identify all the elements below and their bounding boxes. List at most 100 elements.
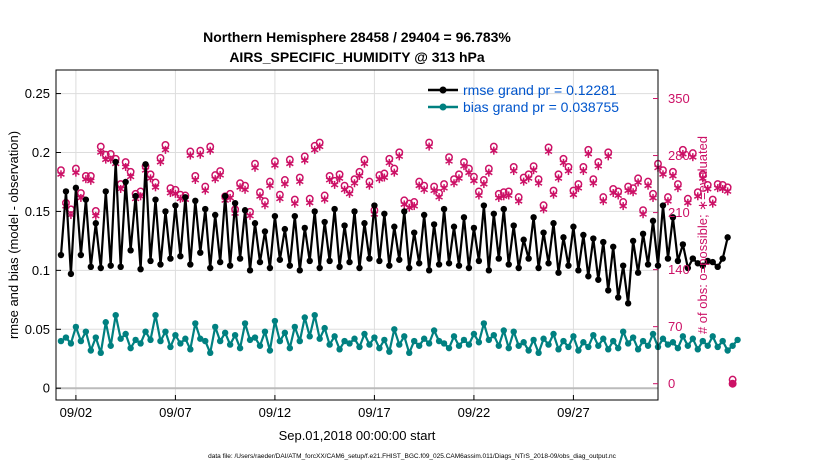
evaluated-obs-marker — [57, 170, 65, 179]
evaluated-obs-marker — [271, 161, 279, 170]
legend: rmse grand pr = 0.12281 bias grand pr = … — [428, 82, 619, 115]
evaluated-obs-marker — [385, 158, 394, 167]
evaluated-obs-marker — [574, 184, 583, 193]
rmse-point — [391, 223, 398, 230]
rmse-point — [187, 261, 194, 268]
rmse-point — [495, 255, 502, 262]
bias-point — [361, 330, 368, 338]
rmse-point — [236, 255, 244, 262]
bias-point — [550, 330, 557, 338]
rmse-point — [92, 220, 100, 227]
rmse-point — [605, 287, 612, 294]
x-tick-label: 09/22 — [458, 405, 491, 420]
bias-point — [475, 339, 483, 346]
evaluated-obs-marker — [276, 194, 284, 203]
rmse-point — [460, 214, 468, 221]
rmse-point — [212, 211, 219, 219]
rmse-point — [724, 234, 731, 241]
evaluated-obs-marker — [674, 184, 682, 193]
evaluated-obs-marker — [251, 163, 259, 172]
evaluated-obs-marker — [440, 184, 448, 193]
evaluated-obs-marker — [554, 174, 563, 183]
bias-point — [316, 335, 323, 342]
rmse-point — [301, 224, 308, 232]
bias-point — [430, 327, 438, 334]
bias-point — [187, 346, 194, 353]
bias-point — [182, 335, 189, 342]
rmse-point — [684, 264, 692, 272]
evaluated-obs-marker — [146, 174, 155, 183]
bias-point — [152, 311, 159, 319]
rmse-point — [127, 247, 134, 254]
evaluated-obs-marker — [410, 202, 419, 211]
evaluated-obs-marker — [285, 159, 294, 168]
rmse-point — [82, 196, 90, 203]
bias-point — [664, 341, 672, 348]
rmse-point — [659, 202, 667, 209]
evaluated-obs-marker — [450, 179, 458, 188]
evaluated-obs-marker — [86, 176, 95, 185]
x-axis-ticks: 09/02 09/07 09/12 09/17 09/22 09/27 — [60, 395, 590, 420]
evaluated-obs-marker — [420, 185, 429, 194]
evaluated-obs-marker — [698, 174, 707, 183]
bias-point — [77, 337, 85, 345]
bias-point — [480, 320, 488, 327]
rmse-point — [122, 178, 129, 186]
bias-point — [216, 337, 224, 345]
bias-point — [699, 337, 706, 345]
evaluated-obs-marker — [465, 168, 473, 177]
evaluated-obs-marker — [514, 197, 523, 206]
evaluated-obs-marker — [191, 176, 200, 184]
evaluated-obs-marker — [649, 193, 657, 202]
bias-point — [406, 349, 413, 357]
bias-point — [565, 343, 572, 351]
evaluated-obs-marker — [211, 175, 220, 184]
bias-point — [376, 344, 383, 352]
bias-point — [610, 337, 617, 345]
rmse-point — [550, 220, 557, 227]
bias-point — [192, 320, 199, 327]
bias-point — [679, 333, 687, 340]
bias-point — [107, 342, 114, 349]
bias-point — [709, 333, 716, 340]
bias-point — [336, 346, 343, 353]
rmse-point — [351, 208, 358, 215]
bias-point — [246, 336, 254, 344]
rmse-point — [341, 222, 348, 229]
rmse-point — [450, 223, 458, 230]
bias-point — [649, 330, 657, 338]
bias-point — [97, 349, 104, 357]
rmse-point — [629, 237, 637, 245]
evaluated-obs-marker — [360, 159, 369, 168]
evaluated-obs-marker — [91, 211, 100, 220]
bias-point — [241, 320, 249, 327]
evaluated-obs-marker — [599, 197, 608, 206]
rmse-point — [470, 224, 478, 232]
bias-point — [286, 344, 294, 352]
rmse-point — [271, 212, 279, 220]
evaluated-obs-marker — [584, 149, 593, 158]
rmse-point — [610, 243, 617, 250]
evaluated-obs-marker — [728, 379, 737, 388]
evaluated-obs-marker — [151, 183, 160, 192]
evaluated-obs-marker — [261, 201, 269, 210]
bias-point — [132, 336, 139, 344]
evaluated-obs-marker — [355, 171, 364, 180]
rmse-point — [192, 197, 199, 205]
bias-point — [112, 311, 119, 319]
bias-point — [415, 342, 423, 349]
bias-point — [122, 330, 129, 338]
rmse-point — [430, 221, 438, 228]
evaluated-obs-marker — [425, 142, 433, 151]
bias-point — [629, 334, 637, 341]
bias-point — [381, 336, 388, 344]
evaluated-obs-marker — [81, 175, 90, 184]
rmse-point — [570, 223, 577, 230]
evaluated-obs-marker — [708, 199, 717, 208]
plot-frame — [55, 69, 659, 401]
rmse-point — [132, 192, 139, 200]
rmse-point — [719, 255, 726, 262]
bias-point — [450, 333, 458, 340]
bias-point — [605, 346, 612, 353]
bias-point — [266, 347, 274, 354]
